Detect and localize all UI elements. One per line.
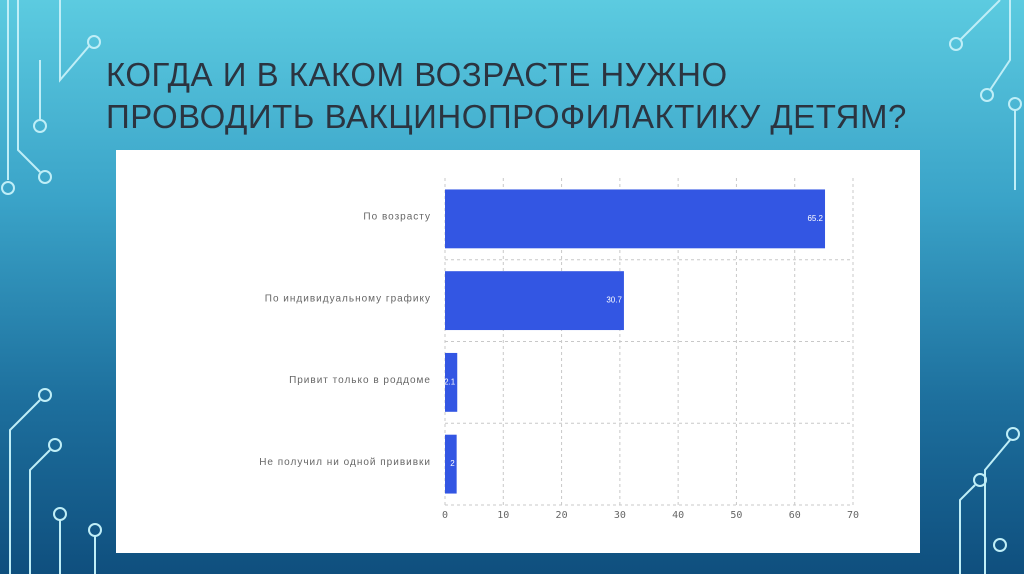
y-tick-label: Не получил ни одной прививки [259, 457, 431, 468]
bar [445, 271, 624, 331]
bar [445, 352, 458, 412]
x-tick-label: 10 [497, 510, 509, 521]
chart: 0 10 20 30 40 50 60 70 По возрасту 65.2 По индивид… [259, 178, 859, 521]
y-tick-label: Привит только в роддоме [289, 375, 431, 386]
x-tick-label: 30 [614, 510, 626, 521]
x-tick-label: 60 [789, 510, 801, 521]
x-tick-label: 70 [847, 510, 859, 521]
value-label: 65.2 [807, 214, 823, 223]
x-tick-label: 0 [442, 510, 448, 521]
value-label: 2.1 [444, 377, 456, 386]
x-tick-label: 40 [672, 510, 684, 521]
slide-title: КОГДА И В КАКОМ ВОЗРАСТЕ НУЖНО ПРОВОДИТЬ… [106, 56, 907, 135]
value-label: 2 [450, 459, 455, 468]
x-tick-label: 20 [556, 510, 568, 521]
y-tick-label: По возрасту [363, 212, 431, 223]
y-tick-label: По индивидуальному графику [265, 292, 431, 304]
bar [445, 189, 826, 249]
bar [445, 434, 457, 494]
chart-panel: 0 10 20 30 40 50 60 70 По возрасту 65.2 По индивид… [116, 150, 920, 553]
x-tick-label: 50 [730, 510, 742, 521]
value-label: 30.7 [606, 296, 622, 305]
